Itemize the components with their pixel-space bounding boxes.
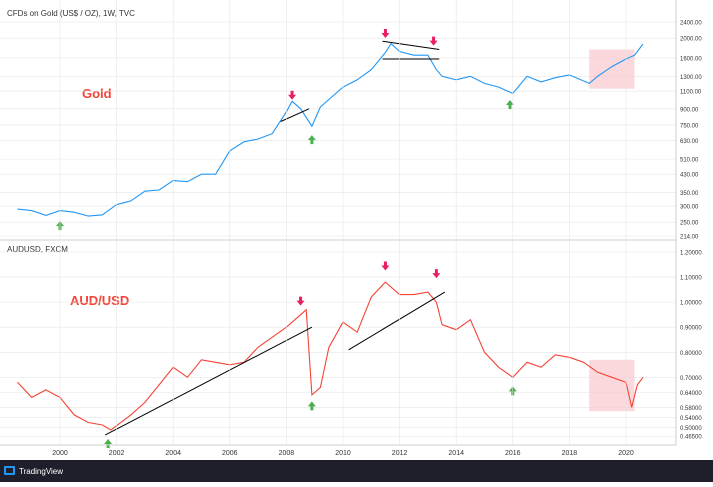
audusd-y-tick-label: 0.46500 bbox=[680, 435, 702, 441]
gold-y-tick-label: 214.00 bbox=[680, 235, 699, 241]
x-tick-label: 2018 bbox=[562, 450, 578, 457]
audusd-up-arrow-icon bbox=[307, 401, 316, 411]
arrow-down-shape bbox=[432, 269, 441, 279]
audusd-chart-title: AUDUSD, FXCM bbox=[7, 245, 68, 254]
audusd-y-tick-label: 0.90000 bbox=[680, 326, 702, 332]
gold-pane: CFDs on Gold (US$ / OZ), 1W, TVC Gold 24… bbox=[0, 9, 702, 241]
audusd-y-tick-label: 1.00000 bbox=[680, 301, 702, 307]
audusd-y-tick-label: 0.70000 bbox=[680, 376, 702, 382]
audusd-y-tick-label: 1.20000 bbox=[680, 251, 702, 257]
gold-highlight-box bbox=[589, 49, 635, 89]
gold-up-arrow-icon bbox=[307, 135, 316, 145]
audusd-y-tick-label: 0.54000 bbox=[680, 416, 702, 422]
x-tick-label: 2020 bbox=[618, 450, 634, 457]
audusd-up-arrow-icon bbox=[104, 438, 113, 448]
gold-y-tick-label: 1100.00 bbox=[680, 90, 702, 96]
audusd-down-arrow-icon bbox=[296, 296, 305, 306]
audusd-down-arrow-icon bbox=[432, 269, 441, 279]
x-tick-label: 2014 bbox=[448, 450, 464, 457]
gold-y-tick-label: 300.00 bbox=[680, 205, 699, 211]
gold-y-tick-label: 630.00 bbox=[680, 139, 699, 145]
gold-y-tick-label: 900.00 bbox=[680, 107, 699, 113]
x-tick-label: 2016 bbox=[505, 450, 521, 457]
gold-y-tick-label: 1600.00 bbox=[680, 56, 702, 62]
gold-y-tick-label: 2400.00 bbox=[680, 21, 702, 27]
arrow-down-shape bbox=[381, 261, 390, 271]
audusd-y-tick-label: 0.64000 bbox=[680, 391, 702, 397]
gold-trendline bbox=[382, 40, 440, 50]
x-tick-label: 2002 bbox=[109, 450, 125, 457]
gold-up-arrow-icon bbox=[505, 100, 514, 110]
arrow-up-shape bbox=[307, 135, 316, 145]
audusd-down-arrow-icon bbox=[381, 261, 390, 271]
gold-y-tick-label: 510.00 bbox=[680, 158, 699, 164]
audusd-trendline bbox=[105, 326, 313, 436]
arrow-up-shape bbox=[505, 100, 514, 110]
gold-price-line bbox=[17, 42, 644, 217]
gold-trendline bbox=[280, 108, 310, 122]
x-tick-label: 2004 bbox=[165, 450, 181, 457]
gold-annotation-label: Gold bbox=[82, 86, 112, 101]
audusd-trendline bbox=[348, 291, 446, 351]
audusd-y-tick-label: 0.50000 bbox=[680, 426, 702, 432]
arrow-up-shape bbox=[104, 438, 113, 448]
audusd-highlight-box bbox=[589, 359, 635, 412]
gold-y-tick-label: 750.00 bbox=[680, 123, 699, 129]
gold-y-tick-label: 1300.00 bbox=[680, 75, 702, 81]
audusd-annotation-label: AUD/USD bbox=[70, 293, 129, 308]
time-axis: 2000 2002 2004 2006 2008 2010 2012 2014 2016 2018… bbox=[52, 0, 634, 457]
arrow-up-shape bbox=[307, 401, 316, 411]
arrow-down-shape bbox=[288, 90, 297, 100]
gold-down-arrow-icon bbox=[288, 90, 297, 100]
audusd-price-line bbox=[17, 281, 644, 431]
chart-svg: CFDs on Gold (US$ / OZ), 1W, TVC Gold 24… bbox=[0, 0, 703, 457]
x-tick-label: 2006 bbox=[222, 450, 238, 457]
gold-y-tick-label: 2000.00 bbox=[680, 37, 702, 43]
audusd-y-tick-label: 0.80000 bbox=[680, 351, 702, 357]
gold-down-arrow-icon bbox=[429, 36, 438, 46]
x-tick-label: 2008 bbox=[279, 450, 295, 457]
tradingview-logo-icon[interactable] bbox=[4, 466, 15, 475]
gold-y-tick-label: 350.00 bbox=[680, 191, 699, 197]
arrow-down-shape bbox=[296, 296, 305, 306]
footer-bar: TradingView bbox=[0, 460, 713, 482]
gold-chart-title: CFDs on Gold (US$ / OZ), 1W, TVC bbox=[7, 9, 135, 18]
x-tick-label: 2012 bbox=[392, 450, 408, 457]
arrow-down-shape bbox=[429, 36, 438, 46]
brand-name[interactable]: TradingView bbox=[19, 467, 63, 476]
gold-y-tick-label: 250.00 bbox=[680, 221, 699, 227]
x-tick-label: 2000 bbox=[52, 450, 68, 457]
gold-down-arrow-icon bbox=[381, 28, 390, 38]
arrow-down-shape bbox=[381, 28, 390, 38]
x-tick-label: 2010 bbox=[335, 450, 351, 457]
gold-y-tick-label: 430.00 bbox=[680, 173, 699, 179]
audusd-y-tick-label: 0.58000 bbox=[680, 406, 702, 412]
audusd-y-tick-label: 1.10000 bbox=[680, 276, 702, 282]
footer-svg: TradingView bbox=[4, 466, 63, 476]
audusd-pane: AUDUSD, FXCM AUD/USD 1.20000 1.10000 1.000… bbox=[0, 245, 702, 448]
